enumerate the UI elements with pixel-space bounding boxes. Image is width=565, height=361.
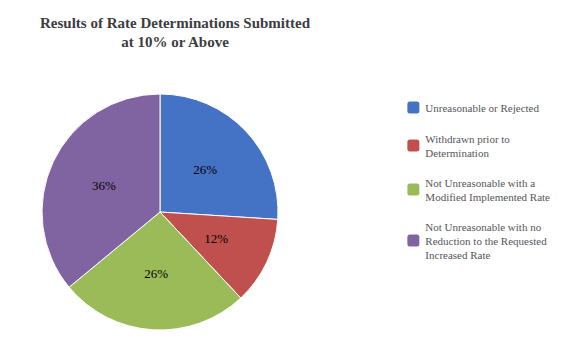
svg-text:Not Unreasonable with a: Not Unreasonable with a [425, 177, 537, 189]
svg-text:Increased Rate: Increased Rate [425, 249, 490, 261]
svg-text:12%: 12% [204, 231, 228, 246]
svg-text:26%: 26% [193, 162, 217, 177]
svg-text:at 10% or Above: at 10% or Above [121, 34, 229, 50]
svg-text:Results of Rate Determinations: Results of Rate Determinations Submitted [40, 15, 311, 31]
svg-text:Reduction to the Requested: Reduction to the Requested [425, 235, 549, 247]
svg-text:Determination: Determination [425, 147, 489, 159]
svg-text:Modified Implemented Rate: Modified Implemented Rate [425, 191, 550, 203]
svg-text:Not Unreasonable with no: Not Unreasonable with no [425, 221, 544, 233]
svg-text:Withdrawn prior to: Withdrawn prior to [425, 133, 512, 145]
svg-text:26%: 26% [144, 266, 168, 281]
svg-text:36%: 36% [92, 178, 116, 193]
svg-text:Unreasonable or Rejected: Unreasonable or Rejected [425, 102, 539, 114]
